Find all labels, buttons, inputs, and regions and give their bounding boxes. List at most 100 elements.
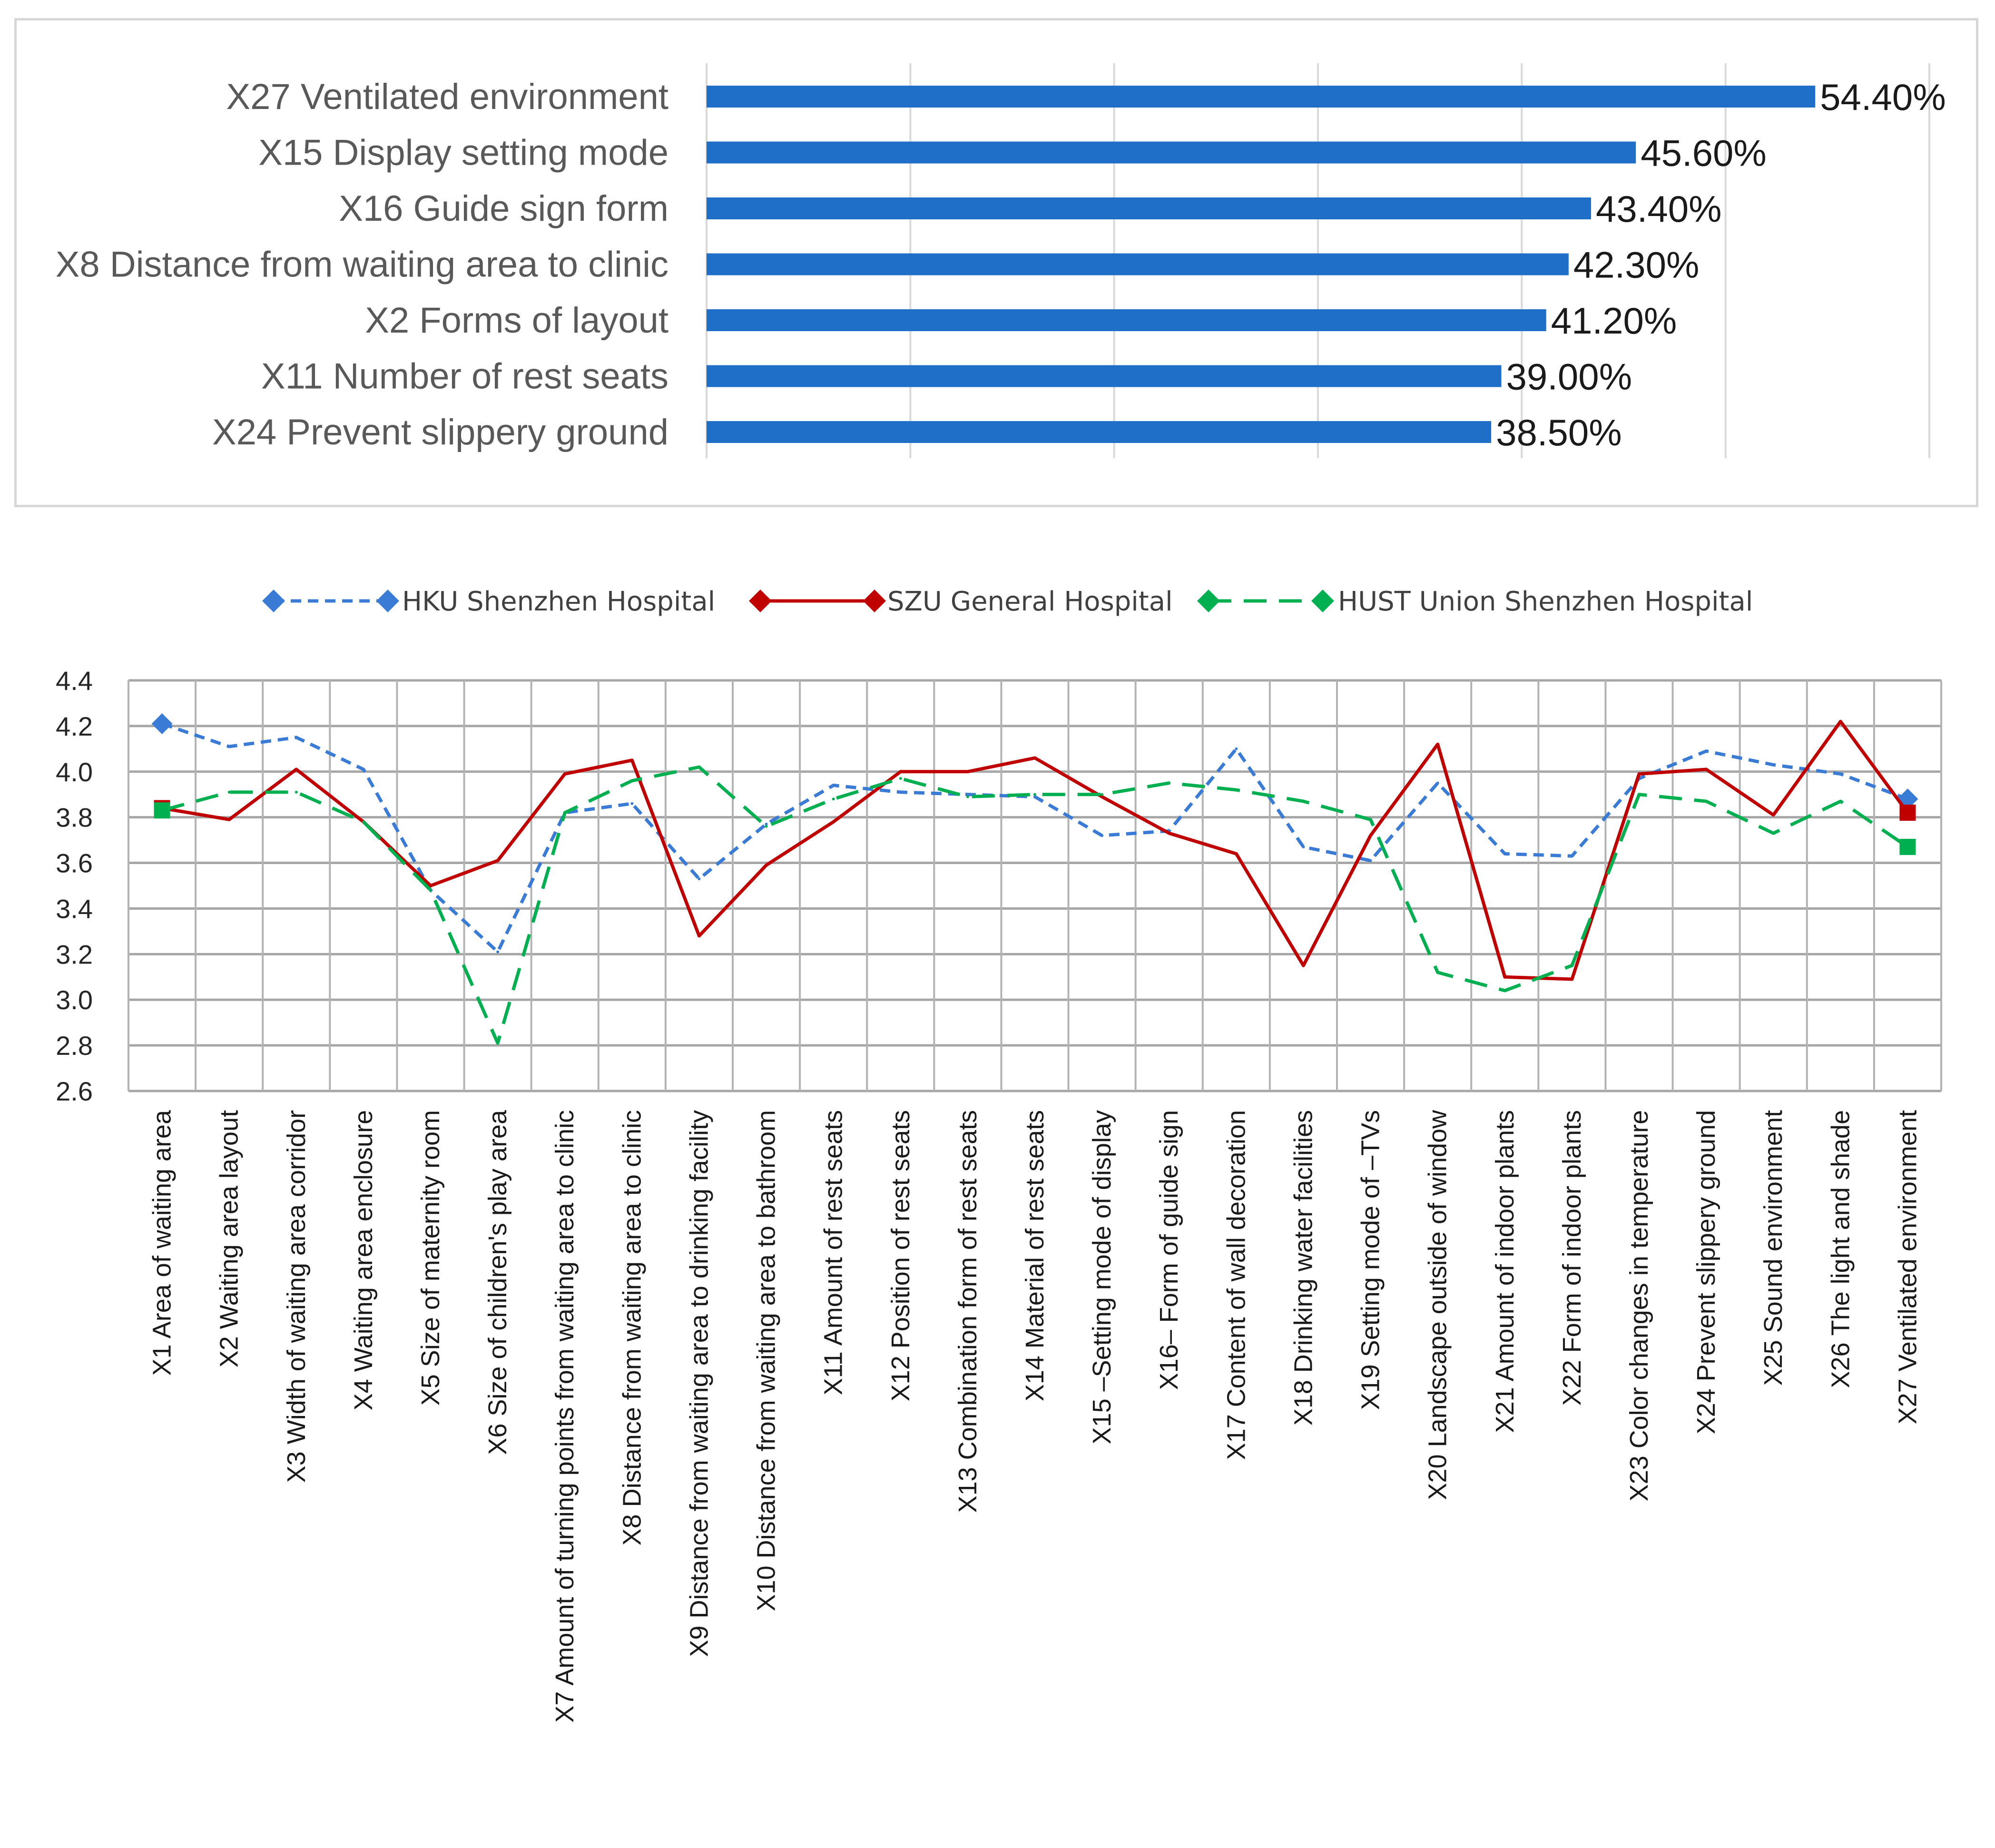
data-point — [227, 790, 231, 794]
y-tick-label: 3.8 — [56, 803, 93, 833]
x-category-label: X24 Prevent slippery ground — [1692, 1110, 1720, 1434]
bar — [707, 86, 1816, 108]
x-category-label: X17 Content of wall decoration — [1222, 1110, 1250, 1460]
bar-value-label: 38.50% — [1496, 412, 1622, 453]
series-line-1 — [161, 719, 1909, 981]
data-point — [966, 793, 969, 796]
y-tick-label: 3.6 — [56, 848, 93, 878]
y-tick-label: 2.8 — [56, 1031, 93, 1061]
data-point — [1101, 795, 1104, 798]
data-point — [1772, 763, 1775, 767]
x-category-label: X9 Distance from waiting area to drinkin… — [685, 1110, 713, 1657]
bar-value-label: 39.00% — [1506, 356, 1632, 398]
x-category-label: X22 Form of indoor plants — [1558, 1110, 1586, 1406]
data-point — [295, 767, 298, 771]
data-point — [496, 859, 500, 862]
data-point — [1570, 855, 1573, 858]
bar-value-label: 43.40% — [1596, 188, 1722, 230]
data-point — [362, 820, 365, 824]
data-point — [765, 864, 768, 867]
bar-category-label: X27 Ventilated environment — [226, 77, 668, 117]
data-point — [1369, 834, 1372, 837]
data-point — [1503, 989, 1506, 993]
data-point — [899, 790, 902, 794]
data-point — [1101, 834, 1104, 837]
data-point — [227, 745, 231, 748]
bar — [707, 253, 1569, 275]
data-point — [1839, 800, 1842, 803]
data-point — [496, 1042, 500, 1045]
data-point — [1570, 964, 1573, 967]
data-point — [832, 820, 835, 824]
x-category-label: X15 –Setting mode of display — [1088, 1110, 1116, 1444]
data-point — [832, 797, 835, 801]
x-category-label: X21 Amount of indoor plants — [1491, 1110, 1519, 1433]
x-category-label: X7 Amount of turning points from waiting… — [550, 1110, 579, 1723]
series-end-marker — [1899, 805, 1916, 821]
x-category-label: X3 Width of waiting area corridor — [282, 1110, 311, 1483]
x-category-label: X19 Setting mode of –TVs — [1356, 1110, 1385, 1410]
x-category-label: X13 Combination form of rest seats — [953, 1110, 982, 1513]
bar-category-label: X11 Number of rest seats — [261, 356, 668, 397]
bar-category-label: X24 Prevent slippery ground — [212, 412, 668, 452]
data-point — [1638, 772, 1641, 776]
data-point — [1839, 772, 1842, 776]
bar — [707, 421, 1492, 443]
legend-label: SZU General Hospital — [887, 586, 1173, 617]
data-point — [227, 818, 231, 821]
x-category-label: X23 Color changes in temperature — [1625, 1110, 1653, 1501]
x-category-label: X18 Drinking water facilities — [1289, 1110, 1317, 1425]
data-point — [899, 770, 902, 773]
data-point — [563, 772, 567, 776]
data-point — [1235, 852, 1238, 855]
legend-marker — [1311, 590, 1334, 612]
bar-category-label: X2 Forms of layout — [365, 300, 668, 341]
data-point — [295, 736, 298, 739]
data-point — [1302, 964, 1305, 967]
bar-chart-panel: X27 Ventilated environment 54.40% X15 Disp… — [14, 18, 1978, 507]
data-point — [1772, 832, 1775, 835]
bar — [707, 309, 1546, 331]
data-point — [698, 877, 701, 881]
x-category-label: X16– Form of guide sign — [1155, 1110, 1183, 1390]
legend-marker — [749, 590, 772, 612]
legend-marker — [262, 590, 285, 612]
series-end-marker — [151, 713, 173, 735]
y-tick-label: 3.2 — [56, 939, 93, 969]
x-category-label: X6 Size of children's play area — [483, 1110, 512, 1455]
data-point — [1235, 747, 1238, 750]
bar-value-label: 42.30% — [1573, 244, 1700, 286]
bar-value-label: 45.60% — [1641, 132, 1767, 174]
data-point — [1705, 767, 1708, 771]
series-end-marker — [1899, 838, 1916, 855]
bar — [707, 141, 1636, 164]
x-category-label: X20 Landscape outside of window — [1424, 1110, 1452, 1500]
x-category-label: X8 Distance from waiting area to clinic — [618, 1110, 646, 1545]
data-point — [1503, 975, 1506, 979]
y-tick-label: 3.4 — [56, 894, 93, 924]
legend-marker — [376, 590, 399, 612]
series-line-2 — [161, 765, 1909, 1045]
bar-value-label: 54.40% — [1820, 76, 1946, 118]
data-point — [1436, 971, 1439, 974]
data-point — [1302, 800, 1305, 803]
data-point — [1570, 978, 1573, 981]
legend-label: HKU Shenzhen Hospital — [402, 586, 715, 617]
data-point — [362, 767, 365, 771]
data-point — [698, 766, 701, 769]
legend-label: HUST Union Shenzhen Hospital — [1338, 586, 1753, 617]
x-category-label: X26 The light and shade — [1826, 1110, 1855, 1388]
data-point — [630, 758, 634, 762]
series-end-marker — [154, 802, 170, 819]
x-category-label: X2 Waiting area layout — [215, 1110, 244, 1367]
data-point — [1705, 749, 1708, 753]
data-point — [1033, 757, 1036, 760]
x-category-label: X5 Size of maternity room — [416, 1110, 445, 1406]
data-point — [1772, 813, 1775, 816]
bar — [707, 365, 1502, 387]
data-point — [630, 779, 634, 782]
data-point — [1638, 793, 1641, 796]
bar-category-label: X15 Display setting mode — [258, 133, 668, 173]
data-point — [1168, 832, 1171, 835]
x-category-label: X12 Position of rest seats — [886, 1110, 915, 1401]
